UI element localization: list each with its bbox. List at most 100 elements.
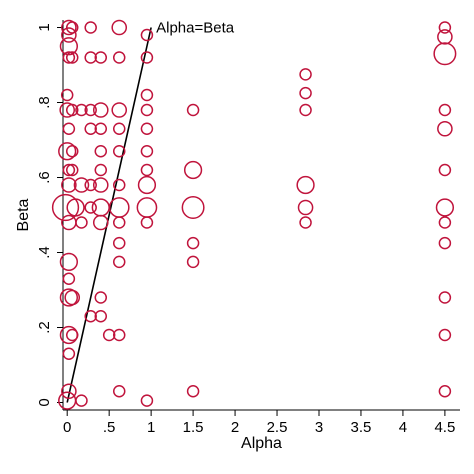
data-point xyxy=(112,122,126,135)
data-point xyxy=(112,385,126,398)
data-point xyxy=(140,88,154,102)
x-tick-label: 4.5 xyxy=(434,419,455,436)
data-point xyxy=(186,255,200,269)
data-point xyxy=(438,163,452,177)
data-point xyxy=(65,145,79,158)
x-tick-label: 0 xyxy=(63,419,71,436)
data-point xyxy=(140,145,154,158)
y-tick-label: .6 xyxy=(36,171,53,184)
data-point xyxy=(61,19,77,36)
data-point xyxy=(112,51,126,64)
data-point xyxy=(94,163,108,177)
y-axis-title: Beta xyxy=(15,198,32,231)
data-point xyxy=(438,291,452,304)
data-point xyxy=(73,177,90,193)
data-point xyxy=(65,163,79,177)
data-point xyxy=(438,385,452,398)
x-tick-label: 3.5 xyxy=(351,419,372,436)
data-point xyxy=(438,236,452,250)
data-point xyxy=(438,216,452,229)
x-tick-label: 3 xyxy=(315,419,323,436)
data-point xyxy=(92,214,109,231)
x-tick-label: 2 xyxy=(231,419,239,436)
data-point xyxy=(112,178,126,192)
data-point xyxy=(186,103,200,117)
x-axis-title: Alpha xyxy=(241,435,282,452)
data-point xyxy=(102,328,116,342)
data-point xyxy=(299,86,312,100)
data-point xyxy=(59,252,79,272)
data-point xyxy=(140,216,154,229)
y-tick-label: 0 xyxy=(36,398,53,406)
x-tick-label: 4 xyxy=(399,419,407,436)
data-point xyxy=(51,193,80,222)
data-point xyxy=(94,145,108,158)
data-point xyxy=(59,288,79,307)
data-point xyxy=(438,21,452,34)
reference-line-layer xyxy=(66,27,152,403)
y-tick-label: .2 xyxy=(36,321,53,334)
data-point xyxy=(438,103,452,117)
data-point xyxy=(92,102,109,118)
data-point xyxy=(437,29,453,45)
data-point xyxy=(186,236,200,250)
data-point xyxy=(84,103,97,117)
data-point xyxy=(61,214,77,231)
data-point xyxy=(84,310,97,323)
x-tick-label: 2.5 xyxy=(267,419,288,436)
data-point xyxy=(111,19,128,36)
data-point xyxy=(297,199,314,216)
data-point xyxy=(58,142,77,161)
data-point xyxy=(75,216,88,229)
data-point xyxy=(108,197,130,218)
x-tick-label: 1 xyxy=(147,419,155,436)
data-point xyxy=(91,198,110,217)
data-point xyxy=(84,178,97,192)
data-point xyxy=(183,160,203,180)
y-tick-label: .4 xyxy=(36,246,53,259)
data-point xyxy=(66,198,85,217)
data-point xyxy=(435,198,455,217)
data-point xyxy=(64,289,81,306)
data-point xyxy=(84,51,97,64)
data-point xyxy=(111,102,128,118)
data-point xyxy=(299,68,312,81)
data-point xyxy=(62,122,76,135)
data-point xyxy=(75,103,88,117)
data-point xyxy=(62,272,76,285)
data-point xyxy=(65,103,79,117)
data-point xyxy=(299,103,312,117)
data-point xyxy=(59,102,75,118)
data-point xyxy=(62,347,76,360)
data-point xyxy=(140,122,154,135)
data-point xyxy=(59,37,79,56)
axes: 0 .5 1 1.5 2 2.5 3 3.5 4 4.5 0 .2 .4 .6 .8 1 xyxy=(36,20,460,436)
data-point xyxy=(140,103,154,117)
data-point xyxy=(437,120,453,137)
data-point xyxy=(296,175,315,195)
data-point xyxy=(112,145,126,158)
data-point xyxy=(92,177,109,193)
data-point xyxy=(61,27,77,43)
data-point xyxy=(62,51,76,64)
data-point xyxy=(94,310,108,323)
x-tick-label: 1.5 xyxy=(183,419,204,436)
data-point xyxy=(84,21,97,34)
data-point xyxy=(94,291,108,304)
data-point xyxy=(433,42,457,66)
data-point xyxy=(140,51,154,64)
data-point xyxy=(112,236,126,250)
reference-line-label: Alpha=Beta xyxy=(156,20,235,37)
data-point xyxy=(75,394,88,407)
data-point xyxy=(65,328,79,342)
y-tick-label: 1 xyxy=(36,23,53,31)
data-point xyxy=(136,197,158,218)
data-point xyxy=(112,255,126,269)
data-point xyxy=(438,328,452,342)
data-point xyxy=(112,216,126,229)
data-point xyxy=(60,88,74,102)
data-point xyxy=(137,175,157,195)
data-point xyxy=(186,385,200,398)
data-point xyxy=(62,163,76,177)
